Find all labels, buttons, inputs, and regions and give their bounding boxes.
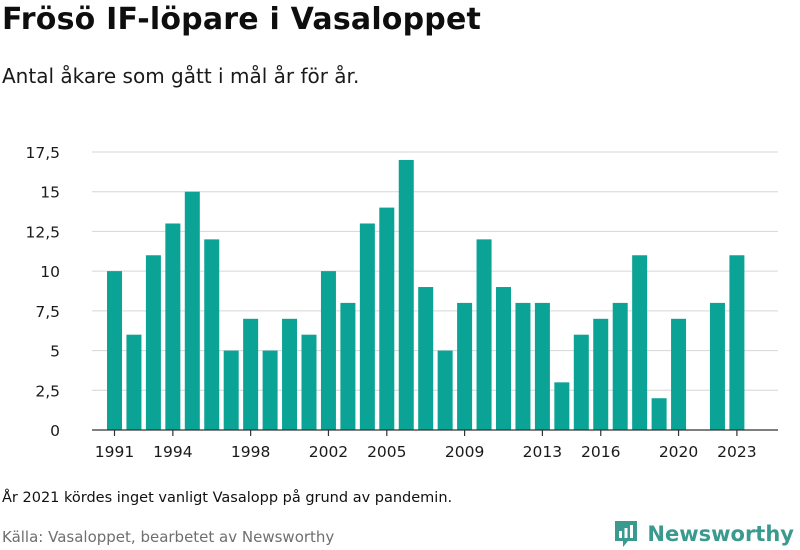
bar-1995 [184, 191, 200, 430]
x-tick-label: 2005 [367, 443, 406, 461]
bar-2011 [496, 287, 511, 430]
bar-2018 [632, 255, 648, 430]
bar-2003 [340, 302, 356, 430]
y-tick-label: 10 [40, 263, 60, 281]
x-tick-label: 2009 [445, 443, 484, 461]
x-tick-label: 2023 [717, 443, 756, 461]
bars [107, 159, 745, 430]
bar-2005 [379, 207, 395, 430]
x-tick-label: 2016 [581, 443, 620, 461]
bar-2020 [671, 318, 687, 430]
bar-2010 [476, 239, 492, 430]
y-tick-label: 2,5 [35, 382, 60, 400]
bar-2022 [709, 302, 725, 430]
newsworthy-logo-icon [615, 521, 638, 547]
bar-2016 [593, 318, 609, 430]
bar-1993 [145, 255, 161, 430]
bar-1996 [204, 239, 220, 430]
bar-2007 [418, 287, 434, 430]
bar-2006 [398, 159, 414, 430]
bar-2013 [534, 302, 550, 430]
source-text: Källa: Vasaloppet, bearbetet av Newswort… [2, 528, 335, 546]
bar-2004 [359, 223, 375, 430]
x-axis: 1991 1994 1998 2002 2005 2009 2013 2016 2020 2023 [92, 429, 778, 461]
y-tick-label: 17,5 [25, 144, 60, 162]
x-tick-label: 2002 [309, 443, 348, 461]
brand-logo[interactable]: Newsworthy [613, 519, 794, 549]
y-tick-label: 0 [50, 422, 60, 440]
brand-name: Newsworthy [647, 522, 794, 546]
x-tick-label: 2013 [523, 443, 562, 461]
bar-2001 [301, 334, 317, 430]
x-tick-label: 1998 [231, 443, 270, 461]
x-tick-label: 2020 [659, 443, 698, 461]
bar-2012 [515, 302, 531, 430]
y-tick-label: 15 [40, 184, 60, 202]
x-tick-label: 1991 [95, 443, 134, 461]
chart-subtitle: Antal åkare som gått i mål år för år. [2, 64, 360, 88]
bar-2015 [573, 334, 589, 430]
bar-2008 [437, 350, 453, 430]
bar-2000 [282, 318, 298, 430]
y-tick-label: 12,5 [25, 223, 60, 241]
bar-1994 [165, 223, 181, 430]
y-tick-label: 7,5 [35, 303, 60, 321]
y-axis-labels: 0 2,5 5 7,5 10 12,5 15 17,5 [25, 144, 60, 440]
bar-1999 [262, 350, 278, 430]
footnote: År 2021 kördes inget vanligt Vasalopp på… [2, 490, 453, 506]
y-tick-label: 5 [50, 343, 60, 361]
bar-1997 [223, 350, 239, 430]
bar-2017 [612, 302, 628, 430]
chart-title: Frösö IF-löpare i Vasaloppet [2, 2, 482, 37]
bar-2019 [651, 398, 667, 430]
bar-2009 [457, 302, 473, 430]
bar-2014 [554, 382, 570, 430]
bar-1991 [107, 271, 122, 430]
bar-2002 [320, 271, 336, 430]
bar-1998 [243, 318, 259, 430]
bar-1992 [126, 334, 142, 430]
bar-2023 [729, 255, 745, 430]
x-tick-label: 1994 [153, 443, 192, 461]
